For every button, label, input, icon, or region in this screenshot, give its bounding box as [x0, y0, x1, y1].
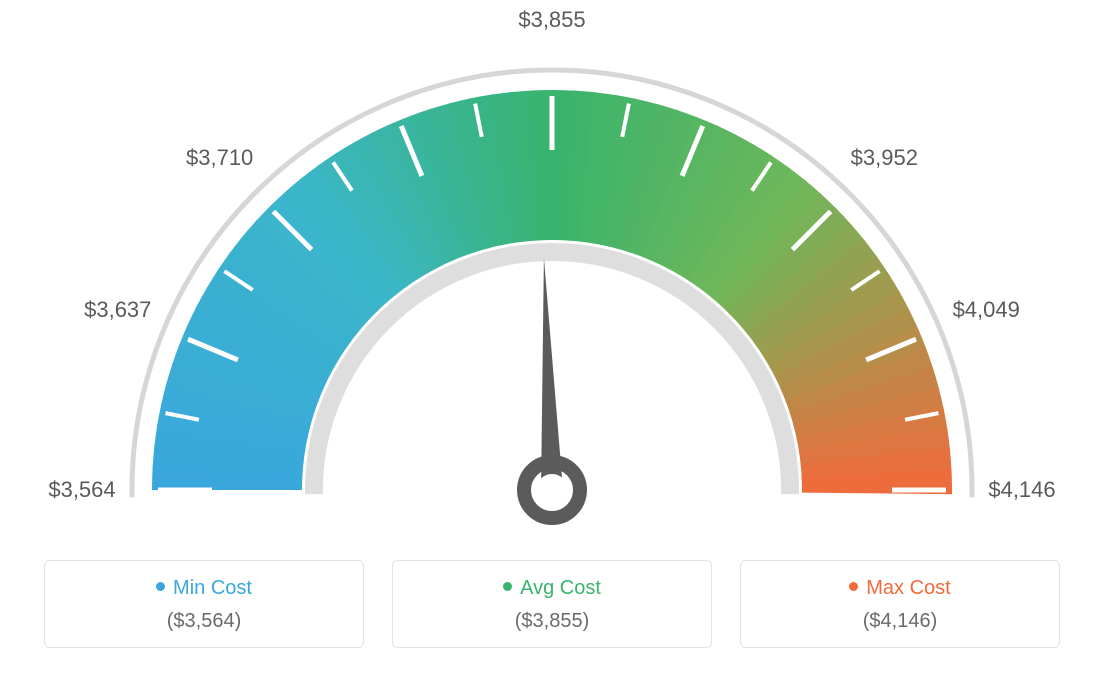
- legend-title-text: Avg Cost: [520, 577, 601, 599]
- gauge-tick-label: $4,049: [953, 297, 1020, 323]
- gauge-tick-label: $3,855: [518, 7, 585, 33]
- gauge-tick-label: $3,710: [186, 145, 253, 171]
- gauge-tick-label: $3,637: [84, 297, 151, 323]
- dot-icon: [156, 582, 165, 591]
- gauge-tick-label: $3,952: [851, 145, 918, 171]
- legend-title-avg: Avg Cost: [393, 577, 711, 600]
- dot-icon: [503, 582, 512, 591]
- gauge-svg: [0, 0, 1104, 560]
- gauge-chart: $3,564 $3,637 $3,710 $3,855 $3,952 $4,049 $4,1…: [0, 0, 1104, 560]
- legend-card-min: Min Cost ($3,564): [44, 560, 364, 648]
- legend-value-max: ($4,146): [741, 610, 1059, 633]
- legend-value-avg: ($3,855): [393, 610, 711, 633]
- legend-row: Min Cost ($3,564) Avg Cost ($3,855) Max …: [0, 560, 1104, 648]
- gauge-tick-label: $4,146: [988, 477, 1055, 503]
- dot-icon: [849, 582, 858, 591]
- legend-value-min: ($3,564): [45, 610, 363, 633]
- legend-title-min: Min Cost: [45, 577, 363, 600]
- legend-title-max: Max Cost: [741, 577, 1059, 600]
- legend-title-text: Max Cost: [866, 577, 950, 599]
- gauge-tick-label: $3,564: [48, 477, 115, 503]
- legend-card-avg: Avg Cost ($3,855): [392, 560, 712, 648]
- legend-title-text: Min Cost: [173, 577, 252, 599]
- legend-card-max: Max Cost ($4,146): [740, 560, 1060, 648]
